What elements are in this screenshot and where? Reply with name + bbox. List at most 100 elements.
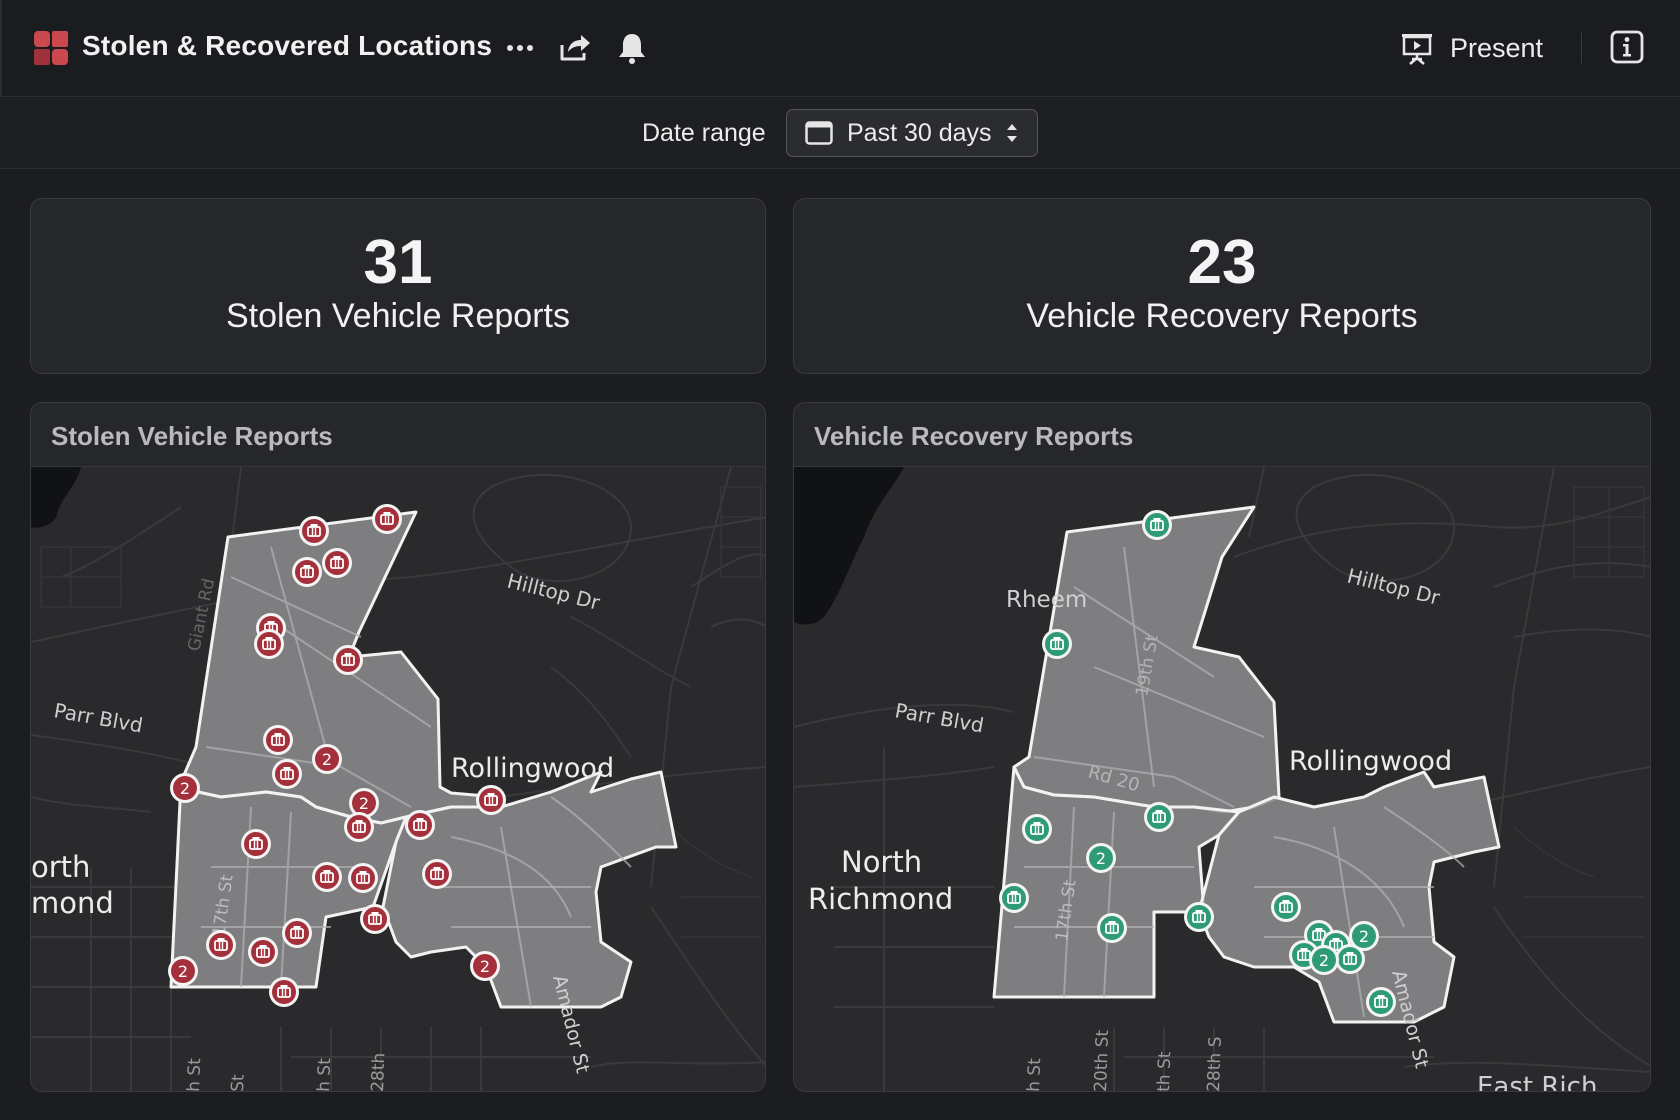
stolen-report-marker[interactable] bbox=[348, 863, 378, 893]
stolen-cluster-marker[interactable]: 2 bbox=[168, 956, 198, 986]
map-canvas-stolen[interactable]: Hilltop Dr Parr Blvd Giant Rd Rollingwoo… bbox=[31, 467, 765, 1091]
map-canvas-recovery[interactable]: Hilltop Dr Rheem Parr Blvd 19th St Rd 20… bbox=[794, 467, 1650, 1091]
stolen-cluster-marker[interactable]: 2 bbox=[170, 773, 200, 803]
car-icon bbox=[484, 793, 498, 806]
kpi-card-stolen: 31 Stolen Vehicle Reports bbox=[30, 198, 766, 374]
car-icon bbox=[1152, 810, 1166, 823]
stolen-report-marker[interactable] bbox=[263, 725, 293, 755]
recovery-report-marker[interactable] bbox=[1366, 987, 1396, 1017]
label-rollingwood: Rollingwood bbox=[1289, 746, 1452, 777]
recovery-report-marker[interactable] bbox=[1184, 902, 1214, 932]
car-icon bbox=[1374, 995, 1388, 1008]
car-icon bbox=[214, 938, 228, 951]
car-icon bbox=[249, 837, 263, 850]
stolen-report-marker[interactable] bbox=[272, 759, 302, 789]
label-hilltop: Hilltop Dr bbox=[1345, 564, 1443, 610]
label-rheem: Rheem bbox=[1006, 587, 1087, 613]
share-icon[interactable] bbox=[557, 30, 593, 66]
date-range-select[interactable]: Past 30 days bbox=[786, 109, 1038, 157]
car-icon bbox=[1192, 910, 1206, 923]
label-north: orth bbox=[31, 850, 90, 884]
kpi-label-stolen: Stolen Vehicle Reports bbox=[226, 297, 570, 335]
recovery-report-marker[interactable] bbox=[1142, 510, 1172, 540]
calendar-icon bbox=[805, 121, 833, 145]
stolen-report-marker[interactable] bbox=[476, 785, 506, 815]
car-icon bbox=[307, 524, 321, 537]
filter-bar: Date range Past 30 days bbox=[0, 97, 1680, 169]
more-options-icon[interactable] bbox=[502, 30, 538, 66]
label-north: North bbox=[841, 845, 922, 879]
cluster-count: 2 bbox=[480, 957, 490, 976]
recovery-cluster-marker[interactable]: 2 bbox=[1309, 945, 1339, 975]
label-20th: 20th St bbox=[1091, 1029, 1113, 1091]
stolen-report-marker[interactable] bbox=[405, 810, 435, 840]
car-icon bbox=[280, 767, 294, 780]
cluster-count: 2 bbox=[359, 794, 369, 813]
recovery-report-marker[interactable] bbox=[1042, 629, 1072, 659]
stolen-cluster-marker[interactable]: 2 bbox=[470, 951, 500, 981]
label-street-b: St bbox=[228, 1074, 249, 1091]
stolen-report-marker[interactable] bbox=[344, 812, 374, 842]
stolen-report-marker[interactable] bbox=[312, 862, 342, 892]
presentation-icon bbox=[1402, 34, 1432, 65]
stolen-report-marker[interactable] bbox=[248, 937, 278, 967]
car-icon bbox=[1279, 900, 1293, 913]
label-richmond: mond bbox=[31, 886, 114, 920]
bell-icon[interactable] bbox=[614, 30, 650, 66]
stolen-report-marker[interactable] bbox=[322, 548, 352, 578]
date-range-value: Past 30 days bbox=[847, 118, 992, 147]
stolen-cluster-marker[interactable]: 2 bbox=[312, 744, 342, 774]
cluster-count: 2 bbox=[1096, 849, 1106, 868]
stolen-report-marker[interactable] bbox=[206, 930, 236, 960]
chevron-updown-icon bbox=[1007, 124, 1017, 142]
label-rollingwood: Rollingwood bbox=[451, 753, 614, 784]
stolen-report-marker[interactable] bbox=[292, 557, 322, 587]
stolen-report-marker[interactable] bbox=[241, 829, 271, 859]
present-button[interactable]: Present bbox=[1400, 28, 1543, 68]
recovery-cluster-marker[interactable]: 2 bbox=[1349, 921, 1379, 951]
present-label: Present bbox=[1450, 32, 1544, 63]
info-icon[interactable] bbox=[1609, 29, 1645, 65]
label-parr: Parr Blvd bbox=[52, 698, 144, 737]
car-icon bbox=[1150, 518, 1164, 531]
car-icon bbox=[271, 733, 285, 746]
recovery-report-marker[interactable] bbox=[1144, 802, 1174, 832]
car-icon bbox=[1329, 938, 1343, 951]
map-header-recovery: Vehicle Recovery Reports bbox=[794, 403, 1650, 467]
car-icon bbox=[380, 512, 394, 525]
recovery-report-marker[interactable] bbox=[1022, 814, 1052, 844]
map-header-stolen: Stolen Vehicle Reports bbox=[31, 403, 765, 467]
stolen-report-marker[interactable] bbox=[422, 859, 452, 889]
recovery-cluster-marker[interactable]: 2 bbox=[1086, 843, 1116, 873]
recovery-report-marker[interactable] bbox=[1335, 944, 1365, 974]
stolen-report-marker[interactable] bbox=[269, 977, 299, 1007]
map-title-recovery: Vehicle Recovery Reports bbox=[814, 421, 1134, 451]
car-icon bbox=[1050, 637, 1064, 650]
car-icon bbox=[330, 556, 344, 569]
minor-streets bbox=[40, 486, 762, 938]
map-stolen[interactable]: Hilltop Dr Parr Blvd Giant Rd Rollingwoo… bbox=[31, 467, 765, 1091]
recovery-report-marker[interactable] bbox=[999, 883, 1029, 913]
stolen-report-marker[interactable] bbox=[360, 904, 390, 934]
water-area bbox=[794, 467, 904, 625]
stolen-report-marker[interactable] bbox=[333, 645, 363, 675]
date-range-label: Date range bbox=[642, 119, 766, 147]
cluster-count: 2 bbox=[1359, 927, 1369, 946]
car-icon bbox=[256, 945, 270, 958]
label-28th: 28th bbox=[368, 1052, 389, 1091]
car-icon bbox=[300, 565, 314, 578]
car-icon bbox=[1343, 952, 1357, 965]
recovery-report-marker[interactable] bbox=[1097, 913, 1127, 943]
stolen-report-marker[interactable] bbox=[372, 504, 402, 534]
cluster-count: 2 bbox=[178, 962, 188, 981]
label-street-a: h St bbox=[1024, 1058, 1045, 1091]
map-recovery[interactable]: Hilltop Dr Rheem Parr Blvd 19th St Rd 20… bbox=[794, 467, 1650, 1091]
stolen-report-marker[interactable] bbox=[282, 918, 312, 948]
stolen-report-marker[interactable] bbox=[254, 629, 284, 659]
minor-streets bbox=[1513, 486, 1645, 938]
car-icon bbox=[341, 653, 355, 666]
stolen-cluster-marker[interactable]: 2 bbox=[349, 788, 379, 818]
label-28th: 28th S bbox=[1204, 1036, 1226, 1091]
stolen-report-marker[interactable] bbox=[299, 516, 329, 546]
recovery-report-marker[interactable] bbox=[1271, 892, 1301, 922]
